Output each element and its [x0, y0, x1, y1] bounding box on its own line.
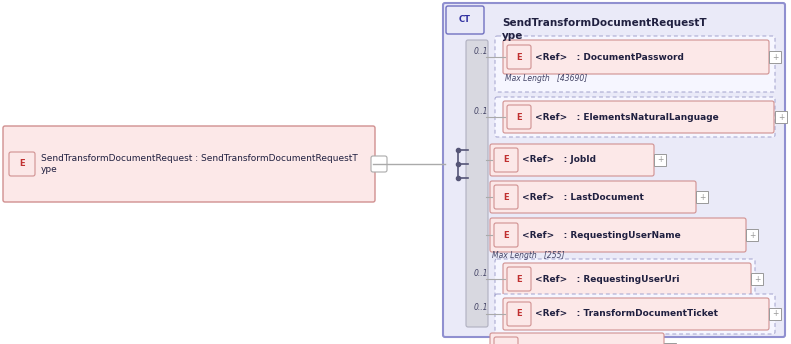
FancyBboxPatch shape [507, 45, 531, 69]
Text: 0..1: 0..1 [474, 107, 488, 116]
Text: +: + [749, 230, 755, 239]
FancyBboxPatch shape [466, 40, 488, 327]
Text: <Ref>   : RequestingUserName: <Ref> : RequestingUserName [522, 230, 681, 239]
FancyBboxPatch shape [507, 302, 531, 326]
Text: E: E [517, 275, 522, 283]
Text: +: + [754, 275, 760, 283]
FancyBboxPatch shape [495, 36, 775, 92]
Text: SendTransformDocumentRequestT
ype: SendTransformDocumentRequestT ype [502, 18, 706, 41]
Text: +: + [778, 112, 784, 121]
Text: Max Length   [255]: Max Length [255] [492, 251, 565, 260]
FancyBboxPatch shape [507, 267, 531, 291]
FancyBboxPatch shape [507, 105, 531, 129]
Text: +: + [772, 310, 778, 319]
Bar [769, 51, 781, 63]
Text: <Ref>   : LastDocument: <Ref> : LastDocument [522, 193, 644, 202]
FancyBboxPatch shape [494, 148, 518, 172]
Bar [654, 154, 666, 166]
Text: +: + [657, 155, 663, 164]
Text: 0..1: 0..1 [474, 303, 488, 312]
FancyBboxPatch shape [490, 218, 746, 252]
Bar [696, 191, 708, 203]
FancyBboxPatch shape [494, 185, 518, 209]
FancyBboxPatch shape [443, 3, 785, 337]
Text: <Ref>   : JobId: <Ref> : JobId [522, 155, 596, 164]
Bar [775, 111, 787, 123]
Text: <Ref>   : RequestingUserUri: <Ref> : RequestingUserUri [535, 275, 679, 283]
Text: <Ref>   : TransformDocumentTicket: <Ref> : TransformDocumentTicket [535, 310, 718, 319]
Text: 0..1: 0..1 [474, 47, 488, 56]
Text: +: + [698, 193, 706, 202]
Text: Max Length   [43690]: Max Length [43690] [505, 74, 587, 83]
FancyBboxPatch shape [490, 181, 696, 213]
Text: <Ref>   : DocumentPassword: <Ref> : DocumentPassword [535, 53, 684, 62]
Text: SendTransformDocumentRequest : SendTransformDocumentRequestT
ype: SendTransformDocumentRequest : SendTrans… [41, 154, 358, 174]
FancyBboxPatch shape [503, 101, 774, 133]
Text: CT: CT [459, 15, 471, 24]
Bar [751, 273, 763, 285]
FancyBboxPatch shape [3, 126, 375, 202]
FancyBboxPatch shape [446, 6, 484, 34]
FancyBboxPatch shape [490, 144, 654, 176]
FancyBboxPatch shape [503, 298, 769, 330]
FancyBboxPatch shape [9, 152, 35, 176]
Text: +: + [772, 53, 778, 62]
FancyBboxPatch shape [494, 223, 518, 247]
Text: E: E [503, 230, 509, 239]
Text: <Ref>   : ElementsNaturalLanguage: <Ref> : ElementsNaturalLanguage [535, 112, 719, 121]
Bar [746, 229, 758, 241]
FancyBboxPatch shape [490, 333, 664, 344]
Text: 0..1: 0..1 [474, 269, 488, 278]
Text: E: E [19, 160, 25, 169]
FancyBboxPatch shape [503, 40, 769, 74]
Bar [664, 343, 676, 344]
FancyBboxPatch shape [371, 156, 387, 172]
FancyBboxPatch shape [495, 97, 775, 137]
Bar [769, 308, 781, 320]
Text: E: E [503, 193, 509, 202]
FancyBboxPatch shape [503, 263, 751, 295]
Text: E: E [503, 155, 509, 164]
FancyBboxPatch shape [494, 337, 518, 344]
Text: E: E [517, 112, 522, 121]
FancyBboxPatch shape [495, 294, 775, 334]
Text: E: E [517, 53, 522, 62]
FancyBboxPatch shape [495, 259, 755, 299]
Text: E: E [517, 310, 522, 319]
